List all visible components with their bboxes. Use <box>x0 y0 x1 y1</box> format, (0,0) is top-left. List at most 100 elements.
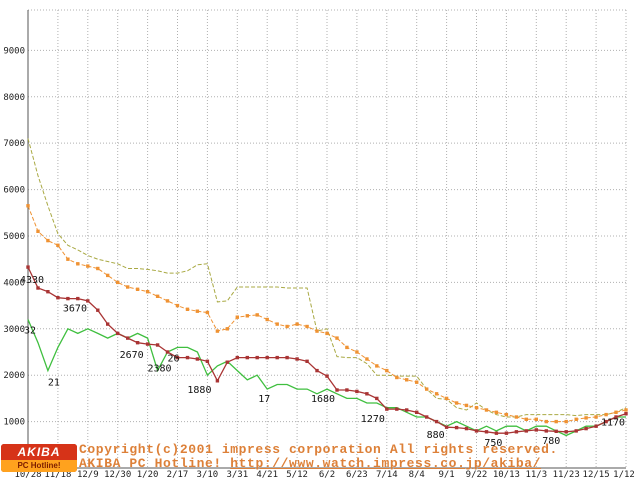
y-tick-label: 4000 <box>3 278 25 288</box>
series-average-price-marker <box>554 419 558 424</box>
series-lowest-price-marker <box>504 431 509 435</box>
axis-tick-labels: 1000 2000 3000 4000 5000 6000 7000 8000 9000 10/2… <box>3 46 635 480</box>
series-lowest-price-marker <box>265 355 269 360</box>
value-label: 2670 <box>120 350 144 361</box>
site-name: AKIBA PC Hotline! <box>79 456 231 471</box>
series-lowest-price-marker <box>295 357 299 361</box>
series-lowest-price-marker <box>26 265 30 269</box>
copyright-line: Copyright(c)2001 impress corporation All… <box>79 442 558 457</box>
series-average-price-marker <box>454 401 459 405</box>
series-lowest-price-marker <box>155 343 160 347</box>
x-tick-label: 10/13 <box>493 470 520 480</box>
series-lowest-price-marker <box>335 388 339 392</box>
series-average-price-marker <box>514 415 519 419</box>
x-tick-label: 9/1 <box>438 470 454 480</box>
series-lowest-price-marker <box>425 415 429 419</box>
series-average-price-marker <box>624 408 628 412</box>
series-average-price-marker <box>524 417 528 421</box>
series-lowest-price-marker <box>126 336 130 340</box>
series-lowest-price-marker <box>96 308 100 312</box>
series-lowest-price-marker <box>215 379 220 383</box>
series-lowest-price-marker <box>175 355 180 360</box>
series-average-price-marker <box>504 412 509 417</box>
x-tick-label: 8/4 <box>409 470 425 480</box>
series-lowest-price-marker <box>235 355 239 360</box>
series-average-price-marker <box>265 317 269 322</box>
x-tick-label: 7/14 <box>376 470 398 480</box>
x-tick-label: 6/2 <box>319 470 335 480</box>
series-average-price-marker <box>86 264 90 268</box>
value-label: 1680 <box>311 394 335 405</box>
series-average-price-marker <box>425 387 429 391</box>
series-lowest-price-marker <box>145 342 150 346</box>
series-average-price-marker <box>484 408 489 412</box>
x-tick-label: 12/30 <box>104 470 131 480</box>
value-label: 21 <box>48 378 60 389</box>
value-label: 1170 <box>601 418 625 429</box>
series-lowest-price-marker <box>305 359 309 363</box>
series-average-price-marker <box>165 299 170 303</box>
series-lowest-price <box>26 265 628 435</box>
series-average-price-marker <box>405 378 409 382</box>
series-lowest-price-marker <box>604 419 608 424</box>
akiba-logo-subtext: PC Hotline! <box>1 460 77 472</box>
series-average-price-marker <box>544 419 548 424</box>
series-highest-price-line <box>27 138 627 418</box>
series-average-price-marker <box>155 294 160 298</box>
series-average-price-marker <box>195 309 200 313</box>
x-tick-label: 1/20 <box>137 470 159 480</box>
x-tick-label: 6/23 <box>346 470 368 480</box>
x-tick-label: 1/12 <box>613 470 635 480</box>
series-lowest-price-marker <box>434 419 439 424</box>
value-label: 4330 <box>20 275 44 286</box>
series-lowest-price-marker <box>195 357 200 361</box>
series-average-price-marker <box>285 324 289 329</box>
axes <box>27 10 626 469</box>
series-lowest-price-marker <box>66 296 70 301</box>
x-tick-label: 3/31 <box>226 470 248 480</box>
series-average-price-marker <box>385 368 389 373</box>
series-lowest-price-marker <box>484 430 489 434</box>
series-average-price-marker <box>46 238 50 243</box>
value-label: 1270 <box>361 414 385 425</box>
series-average-price-marker <box>215 329 220 333</box>
series-lowest-price-marker <box>395 407 399 411</box>
value-label: 3670 <box>63 304 87 315</box>
series-average-price-marker <box>395 375 399 380</box>
series-lowest-price-marker <box>135 341 140 345</box>
series-average-price-marker <box>66 257 70 261</box>
series-lowest-price-marker <box>275 355 279 360</box>
series-average-price-marker <box>494 410 499 414</box>
y-tick-label: 5000 <box>3 232 25 242</box>
x-tick-label: 4/21 <box>256 470 278 480</box>
y-tick-label: 8000 <box>3 93 25 103</box>
value-label: 2380 <box>148 364 172 375</box>
x-tick-label: 10/28 <box>14 470 41 480</box>
series-average-price-marker <box>315 329 319 333</box>
series-average-price-marker <box>245 314 249 318</box>
series-lowest-price-marker <box>514 430 519 434</box>
series-lowest-price-marker <box>225 360 229 364</box>
akiba-logo: AKIBA PC Hotline! <box>1 444 77 472</box>
site-url-link[interactable]: http://www.watch.impress.co.jp/akiba/ <box>230 456 542 471</box>
y-tick-label: 1000 <box>3 418 25 428</box>
series-average-price-marker <box>415 380 419 384</box>
series-lowest-price-marker <box>106 322 110 326</box>
akiba-logo-text: AKIBA <box>1 444 77 460</box>
x-tick-label: 11/3 <box>525 470 547 480</box>
series-average-price-marker <box>275 322 279 326</box>
series-average-price-marker <box>604 412 608 417</box>
series-average-price-marker <box>614 410 618 414</box>
series-lowest-price-marker <box>584 426 588 431</box>
series-average-price-marker <box>325 331 329 336</box>
x-tick-label: 5/12 <box>286 470 308 480</box>
series-lowest-price-marker <box>46 290 50 294</box>
series-average-price-marker <box>365 357 369 361</box>
footer-copyright: Copyright(c)2001 impress corporation All… <box>79 443 558 471</box>
series-lowest-price-marker <box>534 428 538 432</box>
series-lowest-price-marker <box>255 355 259 360</box>
series-lowest-price-marker <box>205 359 210 363</box>
y-tick-label: 7000 <box>3 139 25 149</box>
x-tick-label: 11/23 <box>553 470 580 480</box>
y-tick-label: 9000 <box>3 46 25 56</box>
